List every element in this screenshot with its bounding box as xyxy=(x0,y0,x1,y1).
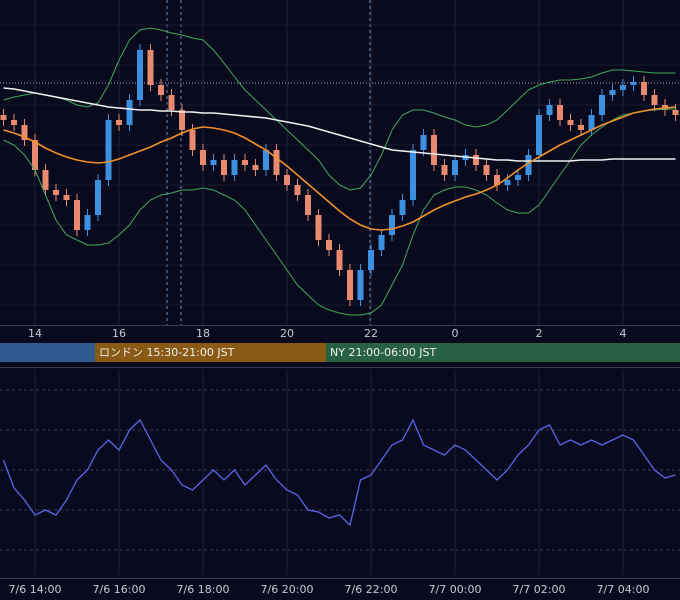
candle-body xyxy=(231,160,238,175)
indicator-line xyxy=(3,108,676,316)
candle-body xyxy=(158,85,164,95)
candle-body xyxy=(347,270,353,300)
x-tick-label: 16 xyxy=(112,327,126,340)
candle-body xyxy=(641,82,647,95)
x-tick-label: 7/6 14:00 xyxy=(9,583,62,596)
candle-body xyxy=(630,82,637,85)
candle-body xyxy=(399,200,406,215)
candle-body xyxy=(210,160,217,165)
candle-body xyxy=(11,120,17,125)
london-session: ロンドン 15:30-21:00 JST xyxy=(95,343,326,362)
candle-body xyxy=(74,200,80,230)
candle-body xyxy=(105,120,112,180)
x-tick-label: 20 xyxy=(280,327,294,340)
candle-body xyxy=(578,125,584,130)
candle-body xyxy=(336,250,343,270)
candle-body xyxy=(200,150,206,165)
candle-body xyxy=(252,165,259,170)
candle-body xyxy=(441,165,448,175)
candle-body xyxy=(378,235,385,250)
candle-body xyxy=(420,135,427,150)
candle-body xyxy=(357,270,364,300)
candle-body xyxy=(536,115,542,155)
candle-body xyxy=(179,110,185,130)
candle-body xyxy=(21,125,28,140)
x-tick-label: 22 xyxy=(364,327,378,340)
candle-body xyxy=(137,50,143,100)
candle-body xyxy=(525,155,532,175)
candle-body xyxy=(620,85,626,90)
candle-body xyxy=(63,195,70,200)
candle-body xyxy=(32,140,38,170)
x-tick-label: 7/6 22:00 xyxy=(345,583,398,596)
candle-body xyxy=(0,115,7,120)
indicator-line xyxy=(3,106,676,231)
x-tick-label: 14 xyxy=(28,327,42,340)
x-tick-label: 7/7 04:00 xyxy=(597,583,650,596)
candle-body xyxy=(483,165,490,175)
candle-body xyxy=(452,160,458,175)
ny-session: NY 21:00-06:00 JST xyxy=(326,343,680,362)
candle-body xyxy=(515,175,521,180)
candle-body xyxy=(431,135,437,165)
x-tick-label: 7/6 18:00 xyxy=(177,583,230,596)
candle-body xyxy=(567,120,574,125)
candle-body xyxy=(368,250,374,270)
indicator-line xyxy=(3,27,676,191)
candle-body xyxy=(116,120,122,125)
candle-body xyxy=(588,115,595,130)
candle-body xyxy=(84,215,91,230)
x-tick-label: 7/7 00:00 xyxy=(429,583,482,596)
x-tick-label: 18 xyxy=(196,327,210,340)
candle-body xyxy=(504,180,511,185)
indicator-line xyxy=(3,87,676,162)
candle-body xyxy=(672,110,679,115)
candle-body xyxy=(609,90,616,95)
candle-body xyxy=(273,150,280,175)
candle-body xyxy=(284,175,290,185)
candle-body xyxy=(189,130,196,150)
candle-body xyxy=(305,195,311,215)
candle-body xyxy=(326,240,332,250)
candle-body xyxy=(389,215,395,235)
candle-body xyxy=(494,175,500,185)
candle-body xyxy=(242,160,248,165)
candle-body xyxy=(599,95,605,115)
x-tick-label: 2 xyxy=(536,327,543,340)
candle-body xyxy=(315,215,322,240)
candle-body xyxy=(410,150,416,200)
tokyo-session xyxy=(0,343,95,362)
x-tick-label: 7/6 20:00 xyxy=(261,583,314,596)
x-tick-label: 7/6 16:00 xyxy=(93,583,146,596)
candle-body xyxy=(557,105,563,120)
candle-body xyxy=(168,95,175,110)
candle-body xyxy=(42,170,49,190)
indicator-line xyxy=(2,418,676,527)
candle-body xyxy=(53,190,59,195)
x-tick-label: 7/7 02:00 xyxy=(513,583,566,596)
candle-body xyxy=(126,100,133,125)
candle-body xyxy=(221,160,227,175)
candle-body xyxy=(147,50,154,85)
candle-body xyxy=(473,155,479,165)
candle-body xyxy=(546,105,553,115)
candle-body xyxy=(651,95,658,105)
x-tick-label: 4 xyxy=(620,327,627,340)
candle-body xyxy=(95,180,101,215)
candle-body xyxy=(294,185,301,195)
candle-body xyxy=(263,150,269,170)
x-tick-label: 0 xyxy=(452,327,459,340)
